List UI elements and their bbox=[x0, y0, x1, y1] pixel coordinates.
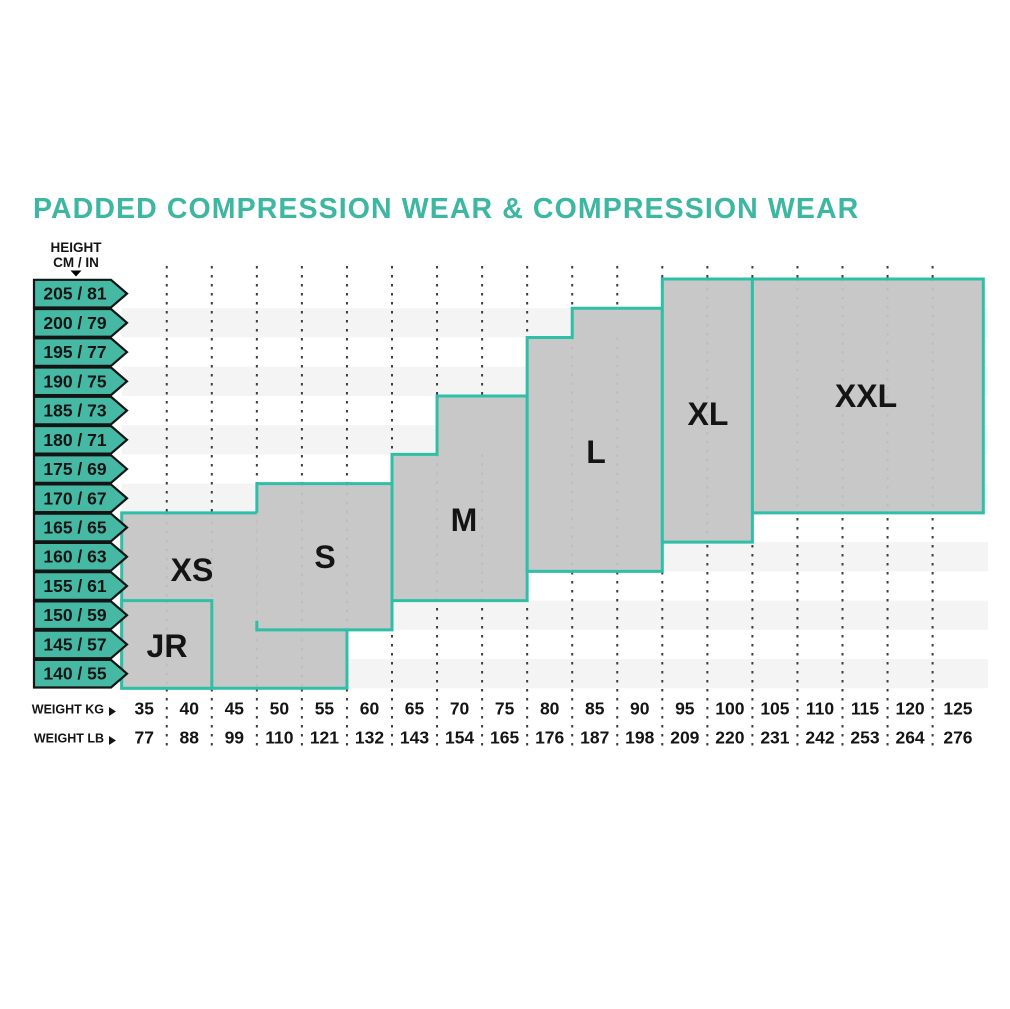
size-region-s bbox=[256, 483, 392, 630]
weight-kg-value: 75 bbox=[495, 699, 515, 719]
height-badge bbox=[32, 307, 129, 338]
weight-kg-value: 40 bbox=[180, 699, 200, 719]
height-badge-label: 140 / 55 bbox=[43, 664, 107, 684]
height-badge-label: 155 / 61 bbox=[43, 576, 107, 596]
weight-kg-value: 105 bbox=[760, 699, 789, 719]
height-badge-label: 205 / 81 bbox=[43, 284, 107, 304]
height-badge-label: 160 / 63 bbox=[43, 547, 107, 567]
size-label: S bbox=[314, 539, 335, 575]
weight-kg-value: 65 bbox=[405, 699, 425, 719]
height-badge-label: 175 / 69 bbox=[43, 459, 107, 479]
height-badge-label: 195 / 77 bbox=[43, 342, 106, 362]
weight-kg-value: 100 bbox=[715, 699, 744, 719]
height-badge bbox=[32, 483, 129, 514]
height-axis-header: HEIGHT CM / IN bbox=[50, 240, 102, 277]
size-label: L bbox=[586, 434, 606, 470]
page-title: PADDED COMPRESSION WEAR & COMPRESSION WE… bbox=[33, 193, 859, 225]
size-label: XXL bbox=[835, 378, 897, 414]
weight-kg-value: 80 bbox=[540, 699, 560, 719]
height-badge-label: 190 / 75 bbox=[43, 371, 107, 391]
height-badge-label: 165 / 65 bbox=[43, 518, 107, 538]
region-border bbox=[120, 599, 214, 690]
height-badge bbox=[32, 337, 129, 368]
weight-lb-value: 99 bbox=[225, 728, 245, 748]
weight-lb-value: 132 bbox=[355, 728, 384, 748]
weight-lb-value: 88 bbox=[180, 728, 200, 748]
weight-lb-value: 77 bbox=[134, 728, 153, 748]
size-label: JR bbox=[147, 628, 188, 664]
height-badge bbox=[32, 541, 129, 572]
size-region-m bbox=[392, 395, 528, 601]
weight-lb-value: 121 bbox=[310, 728, 339, 748]
weight-kg-value: 90 bbox=[630, 699, 650, 719]
weight-kg-value: 95 bbox=[675, 699, 695, 719]
size-region-xxl bbox=[752, 279, 984, 513]
size-region-xl bbox=[662, 279, 753, 543]
height-badge bbox=[32, 278, 129, 309]
size-region-jr bbox=[121, 600, 212, 689]
region-border bbox=[750, 277, 985, 515]
weight-kg-value: 85 bbox=[585, 699, 605, 719]
weight-lb-value: 187 bbox=[580, 728, 609, 748]
arrow-right-icon bbox=[109, 707, 116, 716]
height-badge bbox=[32, 424, 129, 455]
weight-kg-value: 50 bbox=[270, 699, 290, 719]
weight-kg-value: 35 bbox=[134, 699, 154, 719]
height-badge bbox=[32, 366, 129, 397]
weight-kg-value: 110 bbox=[806, 699, 834, 719]
weight-lb-value: 253 bbox=[850, 728, 879, 748]
height-badge bbox=[32, 571, 129, 601]
size-region-l bbox=[527, 308, 663, 572]
height-badge bbox=[32, 512, 129, 543]
weight-lb-value: 209 bbox=[670, 728, 699, 748]
weight-lb-value: 264 bbox=[895, 728, 924, 748]
region-faint-gridlines bbox=[256, 483, 392, 630]
weight-lb-value: 231 bbox=[760, 728, 789, 748]
height-badge-label: 145 / 57 bbox=[43, 634, 106, 654]
size-label: XL bbox=[688, 396, 729, 432]
weight-kg-value: 115 bbox=[851, 699, 879, 719]
weight-lb-value: 242 bbox=[805, 728, 834, 748]
weight-kg-value: 70 bbox=[450, 699, 470, 719]
height-badge bbox=[32, 658, 129, 689]
weight-lb-value: 165 bbox=[490, 728, 519, 748]
weight-axis: WEIGHT KG WEIGHT LB 35 77 40 88 45 99 50 110 55 121… bbox=[32, 699, 973, 748]
height-badge bbox=[32, 454, 129, 484]
weight-lb-value: 276 bbox=[943, 728, 972, 748]
height-badge-label: 200 / 79 bbox=[43, 313, 107, 333]
weight-lb-value: 154 bbox=[445, 728, 474, 748]
weight-lb-value: 143 bbox=[400, 728, 429, 748]
triangle-down-icon bbox=[70, 270, 82, 277]
height-badge-label: 150 / 59 bbox=[43, 605, 107, 625]
weight-kg-caption: WEIGHT KG bbox=[32, 703, 104, 717]
weight-lb-value: 176 bbox=[535, 728, 564, 748]
weight-kg-value: 60 bbox=[360, 699, 380, 719]
weight-lb-caption: WEIGHT LB bbox=[34, 732, 104, 746]
weight-lb-value: 220 bbox=[715, 728, 744, 748]
height-badge bbox=[32, 395, 129, 426]
region-faint-gridlines bbox=[165, 600, 212, 689]
size-label: XS bbox=[171, 552, 214, 588]
height-badge-label: 185 / 73 bbox=[43, 401, 107, 421]
arrow-right-icon bbox=[109, 736, 116, 745]
height-badge-label: 180 / 71 bbox=[43, 430, 107, 450]
weight-kg-value: 125 bbox=[943, 699, 972, 719]
height-badges: 205 / 81 200 / 79 195 / 77 190 / 75 185 / 73… bbox=[32, 278, 129, 689]
height-badge bbox=[32, 629, 129, 660]
height-header-line2: CM / IN bbox=[53, 255, 99, 270]
height-badge bbox=[32, 600, 129, 631]
height-badge-label: 170 / 67 bbox=[43, 488, 106, 508]
weight-kg-value: 45 bbox=[225, 699, 245, 719]
weight-lb-value: 110 bbox=[265, 728, 293, 748]
size-label: M bbox=[451, 502, 478, 538]
weight-kg-value: 120 bbox=[895, 699, 924, 719]
region-faint-gridlines bbox=[392, 454, 528, 601]
weight-kg-value: 55 bbox=[315, 699, 335, 719]
size-regions: XS JR S M L XL XXL bbox=[120, 277, 985, 690]
weight-lb-value: 198 bbox=[625, 728, 654, 748]
region-border bbox=[660, 277, 754, 544]
height-header-line1: HEIGHT bbox=[50, 240, 102, 255]
